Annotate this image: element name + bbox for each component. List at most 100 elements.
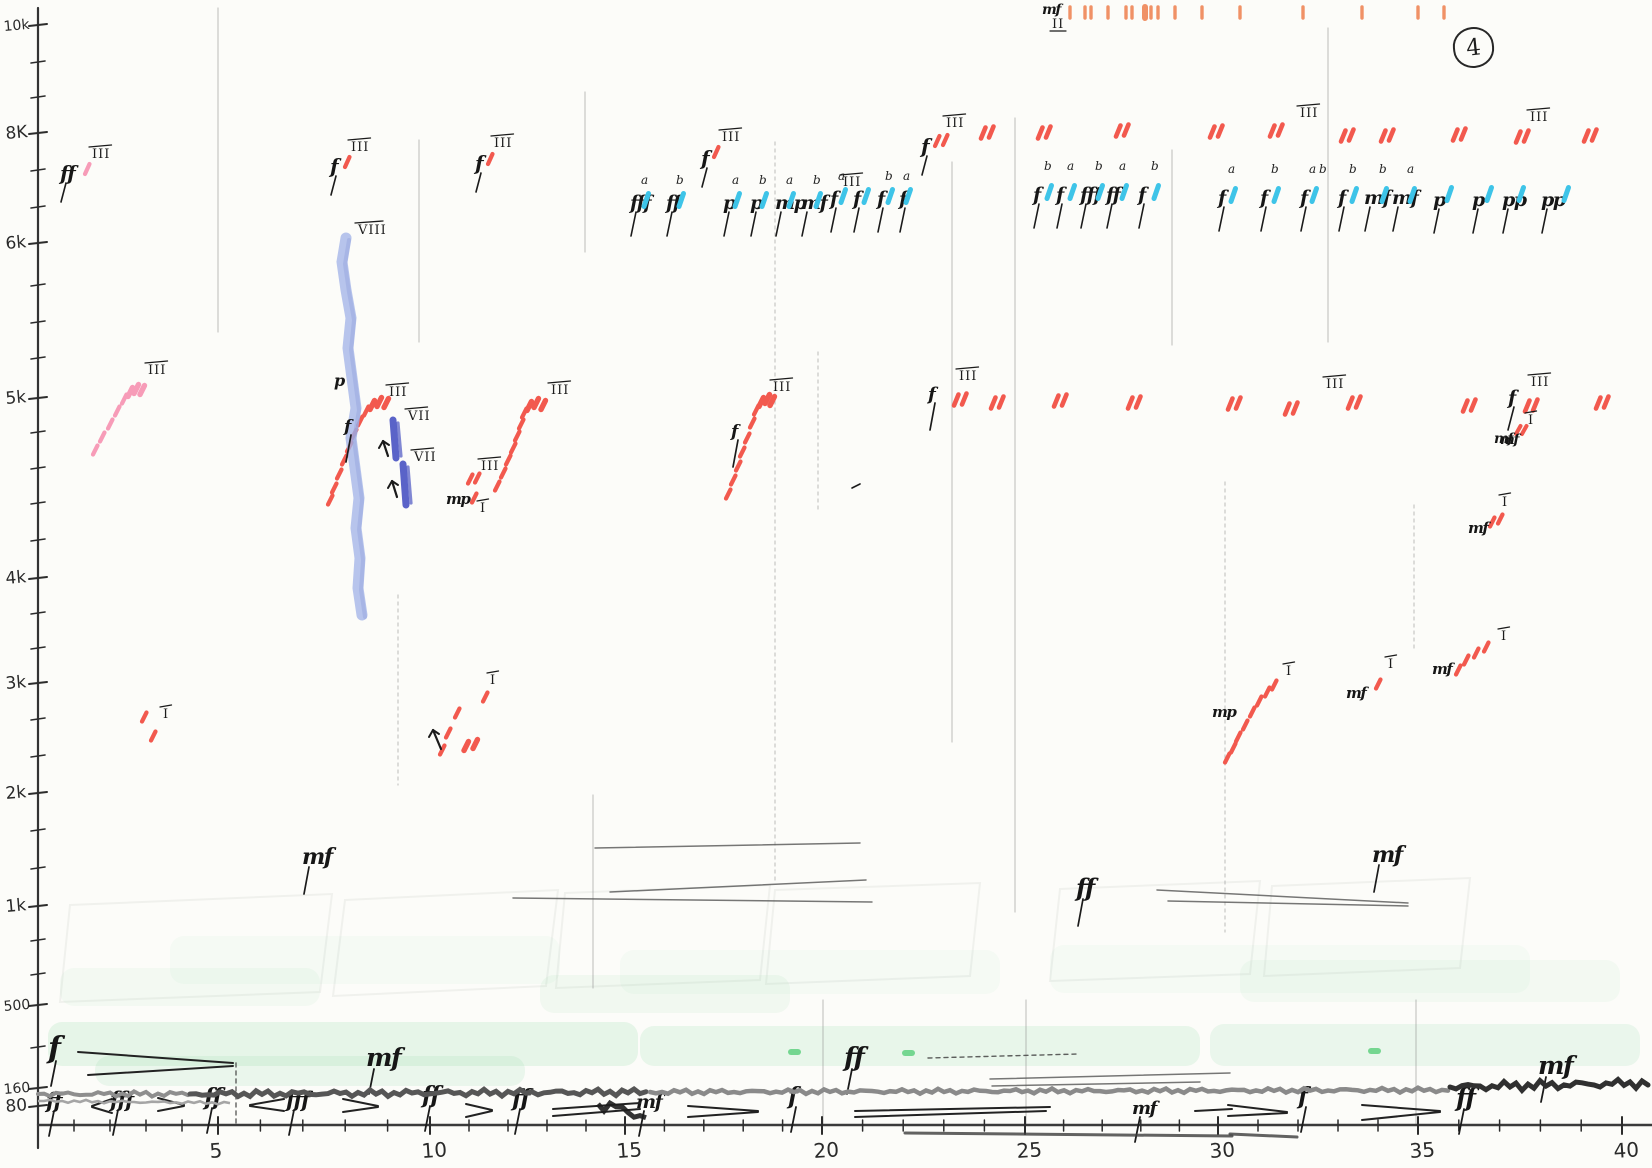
glissando-dash [1471, 646, 1481, 660]
x-axis-tick-label: 15 [616, 1137, 643, 1163]
dynamic-stem [48, 1110, 55, 1137]
red-crayon-pair [1207, 124, 1217, 140]
roman-numeral-overline [410, 447, 435, 451]
faint-pencil-sketch [58, 892, 334, 1004]
red-crayon-dash [472, 471, 482, 485]
y-axis-tick [28, 1104, 48, 1108]
y-axis-tick-label: 80 [5, 1095, 28, 1117]
dynamic-stem [1338, 206, 1345, 232]
accent-arrow-head [432, 729, 440, 735]
y-axis-minor-tick [30, 501, 46, 505]
crescendo-hairpin-line [687, 1111, 759, 1118]
crescendo-hairpin-line [854, 1106, 1051, 1112]
red-crayon-dash [485, 151, 495, 167]
note-letter-label: a [1407, 162, 1414, 176]
glissando-cap-dash [381, 395, 392, 411]
dynamic-stem [801, 211, 808, 237]
crescendo-hairpin-line [854, 1110, 1047, 1118]
dynamic-label: mf [302, 844, 337, 870]
dynamic-label: mf [366, 1043, 406, 1072]
red-crayon-pair [1601, 394, 1611, 410]
red-crayon-pair [1353, 394, 1363, 410]
glissando-dash [1262, 685, 1272, 699]
red-crayon-pair [1051, 393, 1061, 409]
dynamic-stem [1502, 208, 1509, 234]
red-crayon-pair [978, 125, 988, 141]
faint-pencil-sketch [1048, 879, 1262, 983]
green-highlight-patch [60, 968, 320, 1006]
dynamic-stem [1507, 406, 1515, 431]
dynamic-stem [750, 211, 757, 237]
glissando-cap-dash [538, 397, 549, 413]
cyan-crayon-dash [813, 191, 823, 209]
dynamic-stem [1056, 203, 1063, 229]
note-letter-label: b [1151, 159, 1159, 173]
crescendo-hairpin-line [1194, 1108, 1233, 1112]
cyan-crayon-dash [1484, 185, 1494, 203]
roman-numeral-overline [839, 172, 864, 176]
roman-numeral-label: III [1300, 106, 1318, 121]
y-axis-minor-tick [30, 717, 46, 721]
glissando-dash [1228, 741, 1238, 755]
y-axis-tick [28, 131, 48, 135]
cyan-crayon-dash [885, 187, 895, 205]
cyan-crayon-dash [1151, 183, 1161, 201]
glissando-dash [737, 445, 747, 459]
glissando-cap-dash [762, 391, 773, 407]
roman-numeral-label: II [1052, 17, 1064, 32]
note-letter-label: a [641, 173, 648, 187]
y-axis-minor-tick [30, 283, 46, 287]
glissando-dash [1481, 640, 1491, 654]
note-letter-label: a [732, 173, 739, 187]
accent-arrow [390, 479, 399, 499]
y-axis-minor-tick [30, 430, 46, 434]
glissando-dash [512, 429, 522, 443]
y-axis-tick [28, 904, 48, 908]
roman-numeral-label: III [1326, 377, 1344, 392]
red-crayon-pair [1386, 127, 1396, 143]
noise-band-line [187, 1085, 649, 1100]
crescendo-hairpin-line [1361, 1111, 1441, 1121]
cyan-crayon-dash [1067, 183, 1077, 201]
glissando-dash [503, 453, 513, 467]
note-letter-label: b [1379, 162, 1387, 176]
y-axis-minor-tick [30, 168, 46, 172]
light-blue-crayon-texture [342, 238, 367, 619]
glissando-cap-dash [461, 738, 472, 754]
glissando-dash [148, 729, 158, 743]
note-letter-label: b [1319, 162, 1327, 176]
red-crayon-pair [986, 124, 996, 140]
red-crayon-pair [1059, 392, 1069, 408]
crescendo-hairpin-line [157, 1105, 185, 1112]
pencil-hairpin-line [1156, 889, 1409, 904]
glissando-dash [1487, 515, 1497, 529]
crescendo-hairpin-line [342, 1106, 379, 1113]
crescendo-hairpin-line [1227, 1104, 1288, 1113]
faint-pencil-sketch [331, 888, 560, 998]
pencil-hairpin-line [989, 1072, 1231, 1080]
red-crayon-pair [988, 395, 998, 411]
glissando-dash [723, 487, 733, 501]
y-axis-minor-tick [30, 538, 46, 542]
glissando-dash [325, 493, 335, 507]
note-letter-label: a [1119, 159, 1126, 173]
noise-band-secondary-line [38, 1098, 231, 1106]
x-axis-tick-label: 20 [813, 1137, 840, 1163]
y-axis-tick [28, 576, 48, 580]
dark-blue-crayon-streak [406, 465, 413, 505]
roman-numeral-label: I [1286, 664, 1292, 679]
roman-numeral-label: III [351, 140, 369, 155]
dynamic-stem [666, 211, 673, 237]
glissando-dash [728, 473, 738, 487]
red-crayon-pair [1460, 398, 1470, 414]
dynamic-stem [1300, 1106, 1307, 1133]
cyan-crayon-dash [676, 191, 686, 209]
glissando-dash [105, 417, 115, 431]
crescendo-hairpin-line [687, 1105, 759, 1112]
dynamic-label: p [1433, 189, 1447, 211]
red-crayon-pair [1593, 395, 1603, 411]
accent-arrow [431, 728, 443, 751]
y-axis-tick-label: 10k [3, 17, 31, 35]
pencil-hairpin-line [991, 1081, 1201, 1087]
